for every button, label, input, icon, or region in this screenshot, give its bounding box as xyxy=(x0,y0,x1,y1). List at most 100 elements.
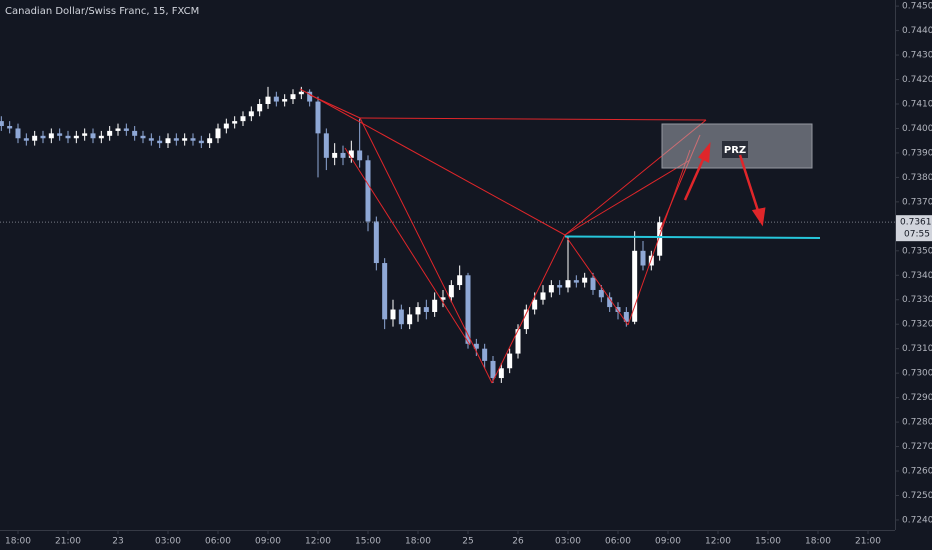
candle-body xyxy=(115,128,121,131)
candle-body xyxy=(348,150,354,158)
x-tick-label: 12:00 xyxy=(705,537,731,547)
candle-body xyxy=(357,150,363,161)
candle-body xyxy=(657,222,663,256)
candle-body xyxy=(48,133,54,139)
x-tick-label: 12:00 xyxy=(305,537,331,547)
candle-body xyxy=(457,275,463,286)
candle-body xyxy=(590,277,596,290)
candle-body xyxy=(398,309,404,325)
candle-body xyxy=(332,152,338,158)
x-tick-label: 21:00 xyxy=(855,537,881,547)
x-tick-label: 18:00 xyxy=(405,537,431,547)
candle-body xyxy=(640,250,646,266)
candle-body xyxy=(582,277,588,283)
candle-body xyxy=(0,121,4,127)
x-tick-label: 03:00 xyxy=(555,537,581,547)
arrow-up xyxy=(683,154,707,201)
prz-label: PRZ xyxy=(724,145,746,156)
candle-body xyxy=(373,221,379,264)
candle-body xyxy=(140,135,146,139)
candle-body xyxy=(607,297,613,308)
candle-body xyxy=(23,138,29,141)
candle-body xyxy=(257,103,263,112)
candle-body xyxy=(15,128,21,139)
candle-body xyxy=(423,307,429,312)
support-line xyxy=(564,235,821,239)
candle-body xyxy=(32,135,38,141)
candle-body xyxy=(90,133,96,139)
candle-body xyxy=(215,128,221,139)
arrow-down xyxy=(738,154,761,215)
x-tick-label: 18:00 xyxy=(805,537,831,547)
candle-body xyxy=(498,368,504,379)
candle-body xyxy=(273,96,279,102)
candle-body xyxy=(315,101,321,134)
candle-body xyxy=(240,116,246,122)
candle-body xyxy=(65,135,71,139)
pattern-line xyxy=(309,94,361,119)
pattern-line xyxy=(344,147,471,346)
x-tick-label: 25 xyxy=(462,537,473,547)
chart-title: Canadian Dollar/Swiss Franc, 15, FXCM xyxy=(5,6,199,17)
candle-body xyxy=(482,348,488,361)
last-price-label: 0.73617 xyxy=(900,218,932,228)
candle-body xyxy=(532,299,538,310)
candle-body xyxy=(448,285,454,298)
candle-body xyxy=(282,99,288,102)
candle-body xyxy=(515,329,521,354)
candle-body xyxy=(407,314,413,325)
candle-body xyxy=(573,280,579,283)
candle-body xyxy=(465,275,471,344)
candle-body xyxy=(415,307,421,315)
pattern-line xyxy=(564,234,629,326)
candle-body xyxy=(490,360,496,379)
candle-body xyxy=(540,292,546,300)
arrow-head xyxy=(751,207,766,227)
candle-body xyxy=(440,297,446,300)
candle-body xyxy=(157,140,163,144)
x-tick-label: 09:00 xyxy=(655,537,681,547)
candle-body xyxy=(432,299,438,312)
candle-body xyxy=(132,130,138,136)
candle-body xyxy=(548,285,554,293)
candle-body xyxy=(223,123,229,129)
candle-body xyxy=(473,343,479,349)
x-tick-label: 03:00 xyxy=(155,537,181,547)
candle-body xyxy=(7,126,13,129)
arrows xyxy=(683,142,766,227)
candle-body xyxy=(165,138,171,144)
candle-body xyxy=(248,111,254,117)
candle-body xyxy=(340,152,346,158)
candle-body xyxy=(557,285,563,288)
candle-body xyxy=(323,133,329,158)
candle-body xyxy=(232,121,238,124)
candle-body xyxy=(615,307,621,312)
candle-body xyxy=(523,309,529,330)
candle-body xyxy=(632,250,638,322)
candle-body xyxy=(598,289,604,298)
x-tick-label: 06:00 xyxy=(605,537,631,547)
candle-body xyxy=(390,309,396,320)
x-tick-label: 26 xyxy=(512,537,524,547)
candle-body xyxy=(565,280,571,288)
x-tick-label: 15:00 xyxy=(755,537,781,547)
pattern-line xyxy=(491,234,566,384)
candle-body xyxy=(623,311,629,322)
candle-body xyxy=(298,91,304,95)
